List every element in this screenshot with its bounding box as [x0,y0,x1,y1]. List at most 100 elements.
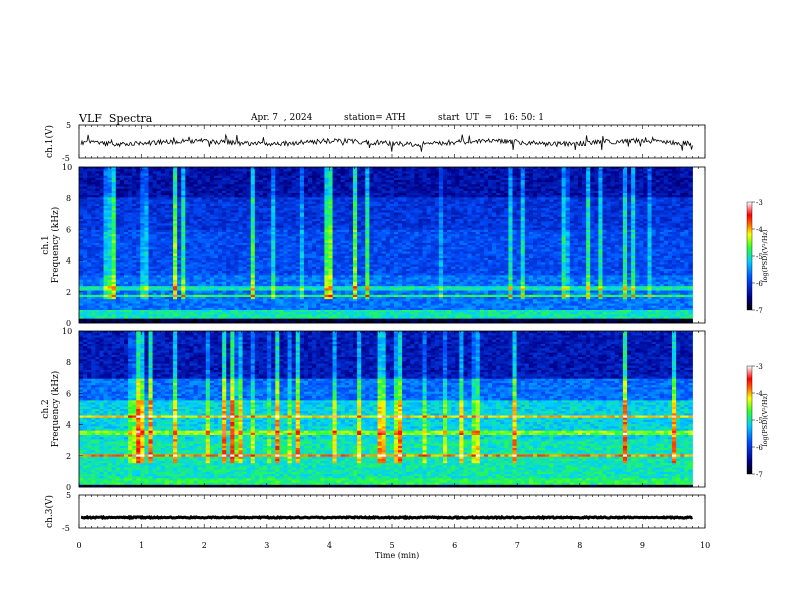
spectrogram-cell [168,310,174,313]
spectrogram-cell [177,190,182,194]
spectrogram-cell [95,258,100,261]
spectrogram-cell [164,216,170,220]
spectrogram-cell [83,229,88,233]
spectrogram-cell [119,171,125,174]
spectrogram-cell [99,279,104,283]
spectrogram-cell [160,190,166,194]
spectrogram-cell [164,221,170,224]
spectrogram-cell [140,173,145,177]
spectrogram-cell [103,297,109,300]
spectrogram-cell [123,255,129,259]
spectrogram-cell [160,247,166,250]
spectrogram-cell [168,260,174,263]
spectrogram-cell [99,260,104,263]
spectrogram-cell [87,262,92,265]
spectrogram-cell [148,210,154,213]
spectrogram-cell [140,318,145,322]
spectrogram-cell [160,214,166,218]
spectrogram-cell [168,264,174,268]
spectrogram-cell [173,167,178,170]
spectrogram-cell [132,305,137,309]
spectrogram-cell [168,195,174,198]
spectrogram-cell [83,303,88,307]
spectrogram-cell [140,223,145,226]
spectrogram-cell [103,292,109,296]
spectrogram-cell [83,305,88,309]
spectrogram-cell [99,320,104,324]
spectrogram-cell [152,299,158,302]
spectrogram-cell [107,305,113,309]
spectrogram-cell [152,175,158,179]
spectrogram-cell [99,238,104,242]
spectrogram-cell [189,210,194,213]
spectrogram-cell [181,199,186,203]
spectrogram-cell [144,173,149,177]
spectrogram-cell [156,232,162,235]
spectrogram-cell [123,273,129,276]
spectrogram-cell [132,190,137,194]
spectrogram-cell [91,171,96,174]
spectrogram-cell [168,247,174,250]
spectrogram-cell [79,312,84,315]
spectrogram-cell [168,290,174,294]
spectrogram-cell [148,284,154,287]
spectrogram-cell [95,221,100,224]
spectrogram-cell [189,193,194,196]
spectrogram-cell [91,221,96,224]
spectrogram-cell [107,310,113,313]
spectrogram-cell [168,316,174,320]
spectrogram-cell [119,221,125,224]
spectrogram-cell [111,316,117,320]
spectrogram-cell [115,188,121,192]
spectrogram-cell [185,206,190,209]
spectrogram-cell [115,214,121,218]
spectrogram-cell [177,292,182,296]
spectrogram-cell [148,266,154,270]
spectrogram-cell [79,214,84,218]
spectrogram-cell [87,320,92,324]
spectrogram-cell [123,223,129,226]
spectrogram-cell [103,247,109,250]
spectrogram-cell [99,264,104,268]
spectrogram-cell [119,294,125,298]
spectrogram-cell [173,238,178,242]
spectrogram-cell [128,219,133,222]
spectrogram-cell [128,173,133,177]
spectrogram-cell [91,303,96,307]
spectrogram-cell [103,255,109,259]
spectrogram-cell [115,190,121,194]
spectrogram-cell [103,219,109,222]
spectrogram-cell [107,240,113,244]
spectrogram-cell [87,206,92,209]
spectrogram-cell [99,240,104,244]
spectrogram-cell [156,171,162,174]
spectrogram-cell [136,266,141,270]
spectrogram-cell [83,214,88,218]
spectrogram-cell [111,169,117,172]
spectrogram-cell [168,253,174,257]
spectrogram-cell [111,210,117,213]
spectrogram-cell [177,316,182,320]
spectrogram-cell [160,294,166,298]
spectrogram-cell [168,258,174,261]
spectrogram-cell [173,314,178,317]
spectrogram-cell [107,167,113,170]
spectrogram-cell [181,286,186,289]
spectrogram-cell [79,245,84,248]
spectrogram-cell [79,288,84,291]
spectrogram-cell [87,316,92,320]
spectrogram-cell [91,206,96,209]
spectrogram-cell [115,180,121,183]
spectrogram-cell [173,253,178,257]
spectrogram-cell [119,286,125,289]
spectrogram-cell [107,212,113,216]
spectrogram-cell [168,245,174,248]
spectrogram-cell [87,240,92,244]
spectrogram-cell [189,245,194,248]
spectrogram-cell [152,271,158,274]
spectrogram-cell [185,268,190,272]
spectrogram-cell [87,253,92,257]
spectrogram-cell [132,234,137,237]
spectrogram-cell [177,203,182,207]
spectrogram-cell [136,197,141,200]
